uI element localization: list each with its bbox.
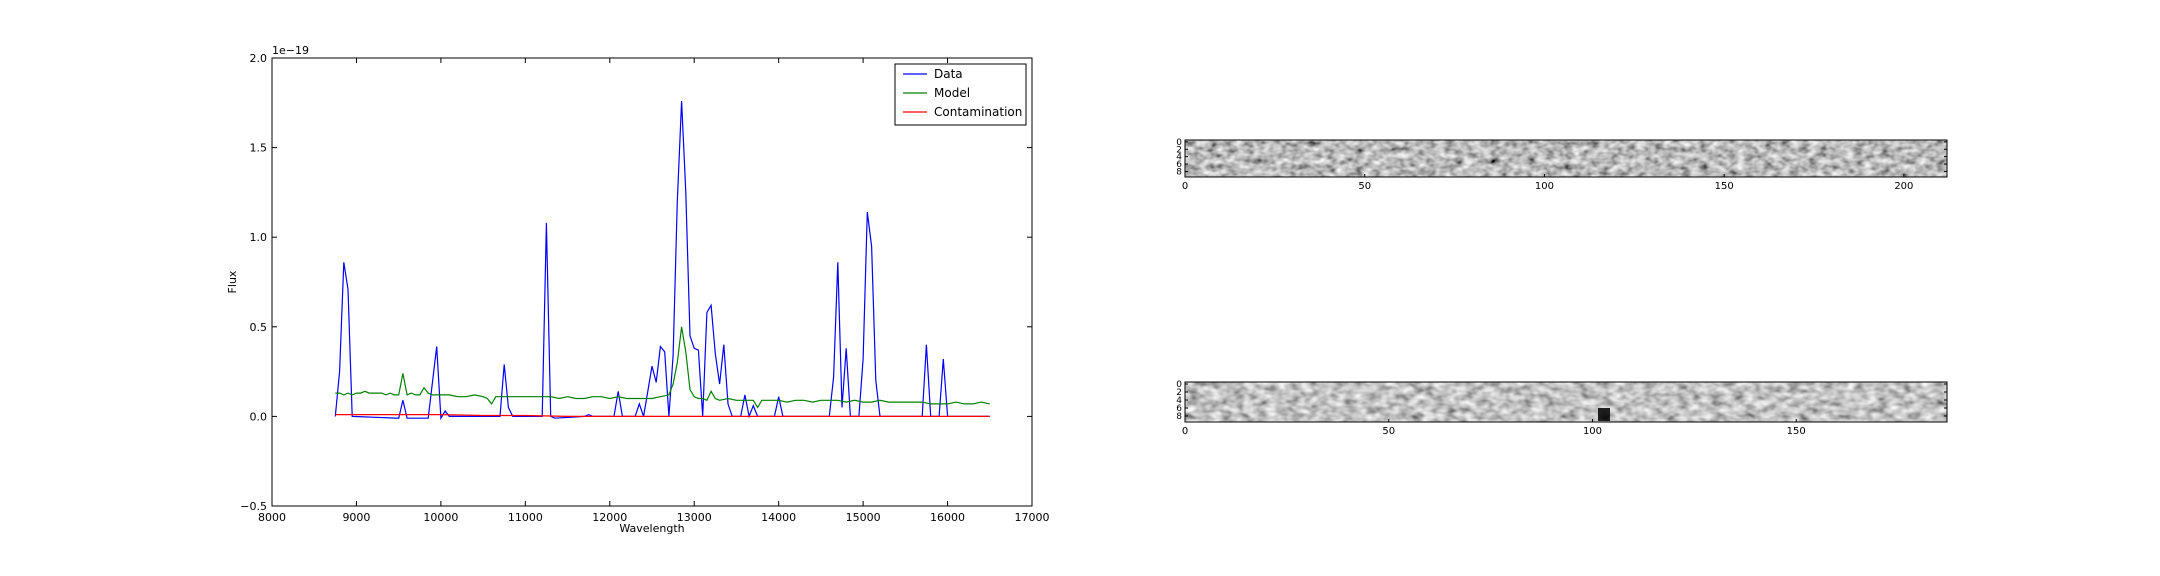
y-tick-label: 1.5 (250, 142, 268, 155)
legend-label-contamination: Contamination (934, 105, 1022, 119)
x-tick-label: 100 (1535, 181, 1554, 192)
y-tick-label: 2 (1176, 145, 1182, 155)
x-tick-label: 14000 (761, 511, 796, 524)
x-axis: 8000 9000 10000 11000 12000 13000 14000 15000 16… (258, 58, 1050, 524)
x-tick-label: 0 (1182, 426, 1188, 437)
series-line-1 (335, 326, 990, 409)
x-tick-label: 8000 (258, 511, 286, 524)
image-bottom-pixels (1185, 382, 1947, 422)
y-tick-label: 0 (1176, 138, 1182, 148)
image-top-x-axis: 0 50 100 150 200 (1182, 174, 1913, 192)
x-axis-label: Wavelength (619, 522, 684, 535)
image-bottom-frame (1184, 381, 1948, 423)
x-tick-label: 50 (1382, 426, 1395, 437)
legend-label-data: Data (934, 67, 963, 81)
offset-text: 1e−19 (272, 44, 309, 57)
x-tick-label: 10000 (423, 511, 458, 524)
plot-background (272, 58, 1032, 506)
x-tick-label: 150 (1715, 181, 1734, 192)
y-tick-label: 2.0 (250, 52, 268, 65)
spectrum-plot: 8000 9000 10000 11000 12000 13000 14000 15000 16… (226, 44, 1050, 535)
x-tick-label: 150 (1787, 426, 1806, 437)
y-axis-label: Flux (226, 270, 239, 293)
x-tick-label: 15000 (846, 511, 881, 524)
y-tick-label: 6 (1176, 160, 1182, 170)
x-tick-label: 17000 (1015, 511, 1050, 524)
y-tick-label: −0.5 (240, 500, 267, 513)
x-tick-label: 12000 (592, 511, 627, 524)
y-tick-label: 8 (1176, 412, 1182, 422)
y-tick-label: 0.5 (250, 321, 268, 334)
image-bottom-dark-blob (1598, 408, 1610, 421)
y-tick-label: 4 (1176, 396, 1182, 406)
x-tick-label: 50 (1358, 181, 1371, 192)
x-tick-label: 0 (1182, 181, 1188, 192)
x-tick-label: 16000 (930, 511, 965, 524)
y-tick-label: 2 (1176, 388, 1182, 398)
legend: Data Model Contamination (894, 63, 1027, 126)
y-tick-label: 0 (1176, 380, 1182, 390)
y-tick-label: 1.0 (250, 231, 268, 244)
x-tick-label: 9000 (342, 511, 370, 524)
image-top-pixels (1185, 140, 1947, 177)
y-axis: −0.5 0.0 0.5 1.0 1.5 2.0 (240, 52, 1032, 513)
image-bottom-x-axis: 0 50 100 150 (1182, 419, 1806, 437)
y-tick-label: 0.0 (250, 410, 268, 423)
series-lines (334, 100, 990, 421)
x-tick-label: 13000 (677, 511, 712, 524)
x-tick-label: 100 (1583, 426, 1602, 437)
x-tick-label: 11000 (508, 511, 543, 524)
image-top-frame (1184, 139, 1948, 178)
x-tick-label: 200 (1894, 181, 1913, 192)
y-tick-label: 8 (1176, 167, 1182, 177)
series-line-2 (335, 414, 990, 417)
y-tick-label: 4 (1176, 153, 1182, 163)
legend-label-model: Model (934, 86, 970, 100)
plot-frame (271, 57, 1033, 507)
y-tick-label: 6 (1176, 404, 1182, 414)
